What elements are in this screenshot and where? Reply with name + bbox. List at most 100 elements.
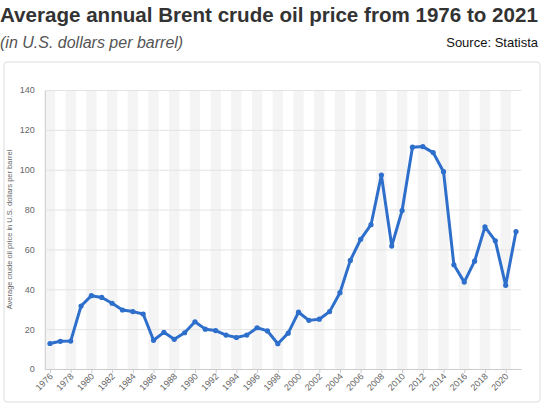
y-axis: 020406080100120140 <box>20 85 521 374</box>
x-tick: 2020 <box>489 369 510 393</box>
point <box>348 258 353 263</box>
y-tick: 140 <box>20 85 521 95</box>
point <box>513 229 518 234</box>
grid-line <box>45 210 521 211</box>
point <box>265 328 270 333</box>
band <box>355 90 365 369</box>
y-tick-label: 20 <box>25 325 35 335</box>
y-tick-label: 140 <box>20 85 35 95</box>
point <box>99 295 104 300</box>
grid-line <box>45 90 521 91</box>
point <box>161 330 166 335</box>
point <box>234 335 239 340</box>
band <box>397 90 407 369</box>
point <box>431 150 436 155</box>
point <box>110 301 115 306</box>
point <box>462 280 467 285</box>
x-tick: 2010 <box>386 369 407 393</box>
point <box>47 341 52 346</box>
x-tick-label: 2020 <box>489 371 510 392</box>
y-tick-label: 60 <box>25 245 35 255</box>
x-tick-mark <box>319 369 320 373</box>
x-tick: 2006 <box>344 369 365 393</box>
x-tick: 1976 <box>34 369 55 393</box>
y-axis-line <box>45 91 46 370</box>
title: Average annual Brent crude oil price fro… <box>0 3 538 26</box>
point <box>482 224 487 229</box>
point <box>182 330 187 335</box>
point <box>203 327 208 332</box>
point <box>213 328 218 333</box>
point <box>379 172 384 177</box>
x-tick-label: 1996 <box>241 371 262 392</box>
band <box>293 90 303 369</box>
band <box>273 90 283 369</box>
x-tick: 2000 <box>282 369 303 393</box>
y-tick: 60 <box>25 245 521 255</box>
point <box>368 222 373 227</box>
point <box>441 169 446 174</box>
grid-line <box>45 170 521 171</box>
x-tick: 1984 <box>117 369 138 393</box>
line <box>50 147 516 344</box>
x-tick-mark <box>133 369 134 373</box>
point <box>327 309 332 314</box>
x-tick-label: 2010 <box>386 371 407 392</box>
x-tick-mark <box>506 369 507 373</box>
point <box>410 145 415 150</box>
y-tick-label: 0 <box>30 364 35 374</box>
x-tick-label: 1998 <box>262 371 283 392</box>
x-tick-label: 1992 <box>199 371 220 392</box>
x-tick-label: 2018 <box>469 371 490 392</box>
x-tick-mark <box>91 369 92 373</box>
x-tick-label: 2012 <box>406 371 427 392</box>
x-tick-mark <box>154 369 155 373</box>
x-tick: 1996 <box>241 369 262 393</box>
y-tick: 120 <box>20 125 521 135</box>
band <box>335 90 345 369</box>
point <box>78 303 83 308</box>
x-tick-label: 2006 <box>344 371 365 392</box>
point <box>420 144 425 149</box>
grid-line <box>45 329 521 330</box>
x-tick: 1986 <box>137 369 158 393</box>
x-tick-mark <box>340 369 341 373</box>
point <box>358 237 363 242</box>
y-tick: 40 <box>25 285 521 295</box>
panel <box>4 62 540 402</box>
point <box>296 310 301 315</box>
x-tick: 1994 <box>220 369 241 393</box>
x-tick-label: 1978 <box>54 371 75 392</box>
point <box>141 311 146 316</box>
x-tick-mark <box>485 369 486 373</box>
point <box>306 318 311 323</box>
grid-line <box>45 289 521 290</box>
x-tick-label: 1976 <box>34 371 55 392</box>
point <box>275 341 280 346</box>
x-tick-label: 1982 <box>96 371 117 392</box>
band <box>231 90 241 369</box>
band <box>459 90 469 369</box>
plot <box>47 144 518 346</box>
x-tick: 2012 <box>406 369 427 393</box>
y-tick-label: 100 <box>20 165 35 175</box>
x-tick-label: 2000 <box>282 371 303 392</box>
x-tick-mark <box>361 369 362 373</box>
point <box>89 293 94 298</box>
x-tick-mark <box>278 369 279 373</box>
x-tick-label: 1990 <box>179 371 200 392</box>
x-tick-label: 1986 <box>137 371 158 392</box>
x-tick-mark <box>216 369 217 373</box>
point <box>223 333 228 338</box>
x-tick: 2008 <box>365 369 386 393</box>
x-tick-mark <box>174 369 175 373</box>
x-tick: 1980 <box>75 369 96 393</box>
point <box>503 283 508 288</box>
x-tick-label: 1984 <box>117 371 138 392</box>
band <box>376 90 386 369</box>
y-tick: 100 <box>20 165 521 175</box>
x-tick: 2014 <box>427 369 448 393</box>
point <box>493 238 498 243</box>
x-tick-label: 2008 <box>365 371 386 392</box>
x-tick: 2002 <box>303 369 324 393</box>
